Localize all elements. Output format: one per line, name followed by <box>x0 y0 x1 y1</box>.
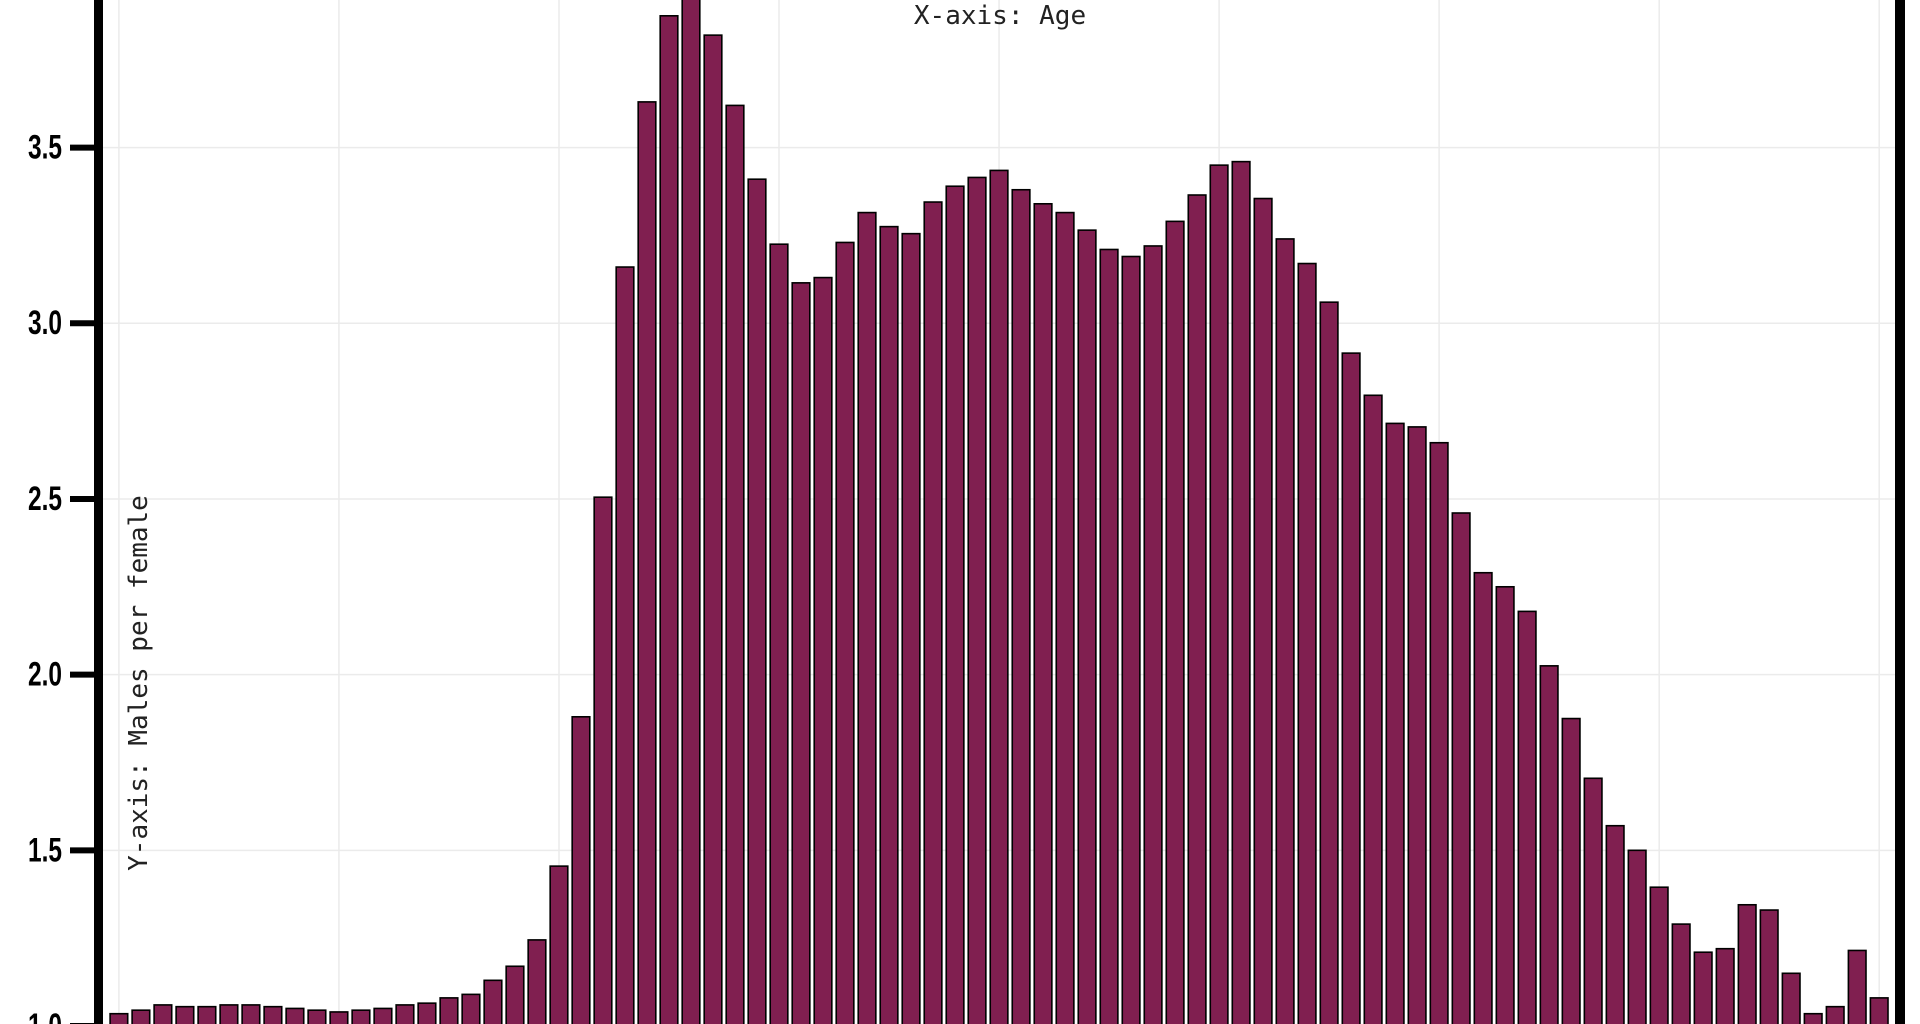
bar <box>1165 220 1185 1024</box>
bar <box>1407 426 1427 1024</box>
bar <box>1341 352 1361 1024</box>
bar <box>725 104 745 1024</box>
bar <box>285 1007 305 1024</box>
bar <box>989 169 1009 1024</box>
bar <box>967 176 987 1024</box>
bar <box>241 1004 261 1024</box>
bar <box>1275 238 1295 1024</box>
bar <box>945 185 965 1024</box>
bar <box>1231 160 1251 1024</box>
bar <box>1209 164 1229 1024</box>
y-tick-label: 1.0 <box>28 1007 62 1024</box>
bar <box>659 15 679 1024</box>
y-tick-label: 3.0 <box>28 304 62 342</box>
bar <box>1693 951 1713 1024</box>
bar <box>901 232 921 1024</box>
bar <box>351 1009 371 1024</box>
bar <box>747 178 767 1024</box>
bar <box>1297 262 1317 1024</box>
bar <box>395 1004 415 1024</box>
bar <box>417 1002 437 1024</box>
bar <box>109 1012 129 1024</box>
ticks: 1.0 1.5 2.0 2.5 3.0 3.5 <box>28 129 94 1024</box>
bar <box>153 1004 173 1024</box>
bar <box>549 865 569 1024</box>
y-tick-label: 3.5 <box>28 129 62 167</box>
bar <box>1363 394 1383 1024</box>
bar <box>439 997 459 1024</box>
bar <box>571 715 591 1024</box>
bar <box>131 1009 151 1024</box>
bar <box>1759 909 1779 1024</box>
bar <box>461 993 481 1024</box>
y-tick-label: 2.0 <box>28 656 62 694</box>
y-axis-line <box>94 0 103 1024</box>
bar <box>1429 441 1449 1024</box>
bar <box>1605 824 1625 1024</box>
bar <box>703 34 723 1024</box>
bar <box>813 276 833 1024</box>
bar <box>923 201 943 1024</box>
bar <box>1033 202 1053 1024</box>
bar <box>1143 245 1163 1024</box>
bar <box>329 1011 349 1024</box>
bar <box>1847 949 1867 1024</box>
bar <box>1187 194 1207 1024</box>
bar <box>769 243 789 1024</box>
bar <box>1825 1005 1845 1024</box>
bar <box>1473 571 1493 1024</box>
bar <box>1781 972 1801 1024</box>
bar <box>593 496 613 1024</box>
bar <box>1385 422 1405 1024</box>
bar <box>681 0 701 1024</box>
bar <box>857 211 877 1024</box>
bar <box>1495 585 1515 1024</box>
bar <box>1077 229 1097 1024</box>
bar <box>307 1009 327 1024</box>
bar <box>1517 610 1537 1024</box>
bar <box>1671 923 1691 1024</box>
bar <box>1561 717 1581 1024</box>
bar <box>1649 886 1669 1024</box>
bar <box>1583 777 1603 1024</box>
bar <box>505 965 525 1024</box>
right-border <box>1895 0 1905 1024</box>
bar <box>527 939 547 1024</box>
bars <box>109 0 1889 1024</box>
chart-title: X-axis: Age <box>914 1 1086 31</box>
bar <box>1539 665 1559 1024</box>
bar <box>219 1004 239 1024</box>
bar <box>197 1005 217 1024</box>
bar <box>1099 248 1119 1024</box>
bar <box>1803 1012 1823 1024</box>
bar <box>263 1005 283 1024</box>
bar <box>373 1007 393 1024</box>
bar <box>1055 211 1075 1024</box>
bar <box>615 266 635 1024</box>
bar <box>1737 903 1757 1024</box>
bar <box>1011 188 1031 1024</box>
bar <box>1319 301 1339 1024</box>
bar <box>1253 197 1273 1024</box>
y-tick-label: 2.5 <box>28 480 62 518</box>
y-tick-label: 1.5 <box>28 831 62 869</box>
bar <box>637 101 657 1024</box>
bar <box>879 225 899 1024</box>
bar <box>1451 512 1471 1024</box>
bar <box>483 979 503 1024</box>
bar <box>1627 849 1647 1024</box>
y-axis-label: Y-axis: Males per female <box>124 495 154 871</box>
bar <box>1869 997 1889 1024</box>
bar <box>1121 255 1141 1024</box>
bar <box>835 241 855 1024</box>
bar <box>1715 947 1735 1024</box>
bar <box>791 282 811 1024</box>
bar <box>175 1005 195 1024</box>
